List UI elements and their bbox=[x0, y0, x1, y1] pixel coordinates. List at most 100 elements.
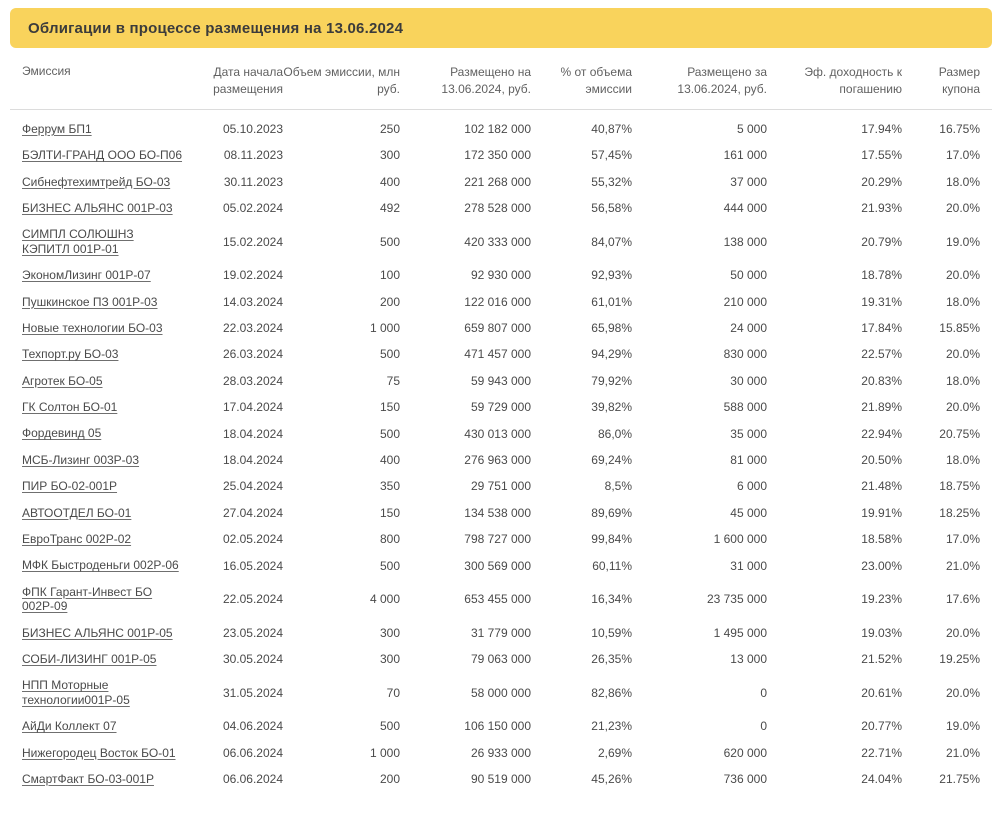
cell-placed-total: 31 779 000 bbox=[470, 625, 531, 640]
cell-emission: Феррум БП1 bbox=[22, 122, 198, 136]
table-row: ФПК Гарант-Инвест БО 002Р-09 22.05.2024 4 … bbox=[10, 579, 992, 620]
emission-link[interactable]: МСБ-Лизинг 003Р-03 bbox=[22, 452, 140, 467]
cell-yield: 17.94% bbox=[861, 121, 902, 136]
cell-placed-daily: 13 000 bbox=[730, 652, 767, 667]
emission-link[interactable]: Агротек БО-05 bbox=[22, 373, 103, 388]
cell-volume: 1 000 bbox=[369, 321, 400, 336]
cell-placed-daily: 444 000 bbox=[723, 201, 767, 216]
cell-volume: 400 bbox=[379, 174, 400, 189]
emission-link[interactable]: ЕвроТранс 002Р-02 bbox=[22, 532, 132, 547]
emission-link[interactable]: Фордевинд 05 bbox=[22, 426, 102, 441]
emission-link[interactable]: СмартФакт БО-03-001Р bbox=[22, 771, 154, 786]
cell-start-date: 04.06.2024 bbox=[222, 719, 283, 734]
cell-placed-total: 798 727 000 bbox=[464, 532, 531, 547]
emission-link[interactable]: БЭЛТИ-ГРАНД ООО БО-П06 bbox=[22, 148, 183, 163]
emission-link[interactable]: Сибнефтехимтрейд БО-03 bbox=[22, 174, 171, 189]
cell-start-date: 30.11.2023 bbox=[223, 174, 283, 189]
cell-start-date: 26.03.2024 bbox=[222, 347, 283, 362]
cell-start-date: 22.03.2024 bbox=[222, 321, 283, 336]
emission-link[interactable]: ФПК Гарант-Инвест БО 002Р-09 bbox=[22, 584, 153, 614]
cell-pct-of-volume: 99,84% bbox=[591, 532, 632, 547]
cell-placed-total: 59 729 000 bbox=[470, 400, 531, 415]
emission-link[interactable]: Нижегородец Восток БО-01 bbox=[22, 745, 176, 760]
cell-pct-of-volume: 2,69% bbox=[597, 745, 632, 760]
cell-placed-daily: 1 495 000 bbox=[713, 625, 767, 640]
table-row: ЕвроТранс 002Р-02 02.05.2024 800 798 727 00… bbox=[10, 526, 992, 552]
cell-pct-of-volume: 94,29% bbox=[591, 347, 632, 362]
emission-link[interactable]: ГК Солтон БО-01 bbox=[22, 400, 118, 415]
table-row: Нижегородец Восток БО-01 06.06.2024 1 000 2… bbox=[10, 740, 992, 766]
cell-coupon: 20.0% bbox=[945, 400, 980, 415]
table-row: Сибнефтехимтрейд БО-03 30.11.2023 400 221 2… bbox=[10, 169, 992, 195]
cell-emission: Техпорт.ру БО-03 bbox=[22, 347, 198, 361]
cell-pct-of-volume: 82,86% bbox=[591, 685, 632, 700]
cell-coupon: 18.0% bbox=[945, 294, 980, 309]
cell-pct-of-volume: 61,01% bbox=[591, 294, 632, 309]
cell-emission: Агротек БО-05 bbox=[22, 374, 198, 388]
cell-pct-of-volume: 57,45% bbox=[591, 148, 632, 163]
cell-placed-total: 134 538 000 bbox=[464, 505, 531, 520]
cell-coupon: 21.75% bbox=[939, 772, 980, 787]
cell-pct-of-volume: 16,34% bbox=[591, 592, 632, 607]
emission-link[interactable]: АВТООТДЕЛ БО-01 bbox=[22, 505, 132, 520]
emission-link[interactable]: СОБИ-ЛИЗИНГ 001Р-05 bbox=[22, 651, 157, 666]
cell-yield: 20.29% bbox=[861, 174, 902, 189]
cell-pct-of-volume: 89,69% bbox=[591, 505, 632, 520]
cell-pct-of-volume: 84,07% bbox=[591, 234, 632, 249]
cell-placed-total: 106 150 000 bbox=[464, 719, 531, 734]
cell-placed-total: 276 963 000 bbox=[464, 453, 531, 468]
cell-yield: 19.23% bbox=[861, 592, 902, 607]
cell-emission: Пушкинское ПЗ 001Р-03 bbox=[22, 295, 198, 309]
cell-start-date: 23.05.2024 bbox=[222, 625, 283, 640]
cell-placed-daily: 830 000 bbox=[723, 347, 767, 362]
table-row: БИЗНЕС АЛЬЯНС 001Р-05 23.05.2024 300 31 779… bbox=[10, 620, 992, 646]
cell-emission: Новые технологии БО-03 bbox=[22, 321, 198, 335]
cell-coupon: 15.85% bbox=[939, 321, 980, 336]
cell-placed-daily: 31 000 bbox=[730, 558, 767, 573]
bonds-table: Эмиссия Дата начала размещения Объем эмисс… bbox=[10, 48, 992, 792]
cell-emission: ГК Солтон БО-01 bbox=[22, 400, 198, 414]
cell-volume: 800 bbox=[379, 532, 400, 547]
emission-link[interactable]: СИМПЛ СОЛЮШНЗ КЭПИТЛ 001Р-01 bbox=[22, 227, 134, 256]
cell-placed-daily: 24 000 bbox=[730, 321, 767, 336]
table-row: СИМПЛ СОЛЮШНЗ КЭПИТЛ 001Р-01 15.02.2024 50… bbox=[10, 221, 992, 262]
cell-start-date: 18.04.2024 bbox=[222, 426, 283, 441]
cell-emission: ПИР БО-02-001Р bbox=[22, 479, 198, 493]
cell-placed-total: 221 268 000 bbox=[464, 174, 531, 189]
cell-placed-total: 471 457 000 bbox=[464, 347, 531, 362]
cell-pct-of-volume: 40,87% bbox=[591, 121, 632, 136]
cell-placed-daily: 6 000 bbox=[736, 479, 767, 494]
emission-link[interactable]: АйДи Коллект 07 bbox=[22, 719, 117, 734]
cell-emission: МФК Быстроденьги 002Р-06 bbox=[22, 558, 198, 572]
cell-emission: ЭкономЛизинг 001Р-07 bbox=[22, 268, 198, 282]
cell-coupon: 18.75% bbox=[939, 479, 980, 494]
cell-coupon: 20.0% bbox=[945, 625, 980, 640]
emission-link[interactable]: Техпорт.ру БО-03 bbox=[22, 347, 119, 362]
cell-yield: 23.00% bbox=[861, 558, 902, 573]
cell-volume: 500 bbox=[379, 426, 400, 441]
emission-link[interactable]: МФК Быстроденьги 002Р-06 bbox=[22, 558, 179, 573]
column-header-placed-total: Размещено на 13.06.2024, руб. bbox=[441, 65, 531, 97]
table-row: Агротек БО-05 28.03.2024 75 59 943 000 79,92… bbox=[10, 368, 992, 394]
emission-link[interactable]: НПП Моторные технологии001Р-05 bbox=[22, 678, 130, 707]
emission-link[interactable]: Новые технологии БО-03 bbox=[22, 320, 163, 335]
cell-volume: 200 bbox=[379, 772, 400, 787]
cell-placed-daily: 588 000 bbox=[723, 400, 767, 415]
table-row: АйДи Коллект 07 04.06.2024 500 106 150 000 2… bbox=[10, 713, 992, 739]
cell-emission: АВТООТДЕЛ БО-01 bbox=[22, 506, 198, 520]
table-row: Новые технологии БО-03 22.03.2024 1 000 659… bbox=[10, 315, 992, 341]
cell-pct-of-volume: 60,11% bbox=[592, 558, 632, 573]
emission-link[interactable]: Феррум БП1 bbox=[22, 121, 92, 136]
column-header-volume: Объем эмиссии, млн руб. bbox=[283, 65, 400, 97]
cell-coupon: 19.0% bbox=[945, 719, 980, 734]
emission-link[interactable]: ПИР БО-02-001Р bbox=[22, 479, 118, 494]
emission-link[interactable]: БИЗНЕС АЛЬЯНС 001Р-03 bbox=[22, 200, 173, 215]
cell-coupon: 21.0% bbox=[945, 558, 980, 573]
cell-emission: СмартФакт БО-03-001Р bbox=[22, 772, 198, 786]
cell-volume: 492 bbox=[379, 201, 400, 216]
cell-yield: 19.91% bbox=[861, 505, 902, 520]
emission-link[interactable]: БИЗНЕС АЛЬЯНС 001Р-05 bbox=[22, 625, 173, 640]
cell-coupon: 19.0% bbox=[945, 234, 980, 249]
emission-link[interactable]: ЭкономЛизинг 001Р-07 bbox=[22, 268, 151, 283]
emission-link[interactable]: Пушкинское ПЗ 001Р-03 bbox=[22, 294, 158, 309]
